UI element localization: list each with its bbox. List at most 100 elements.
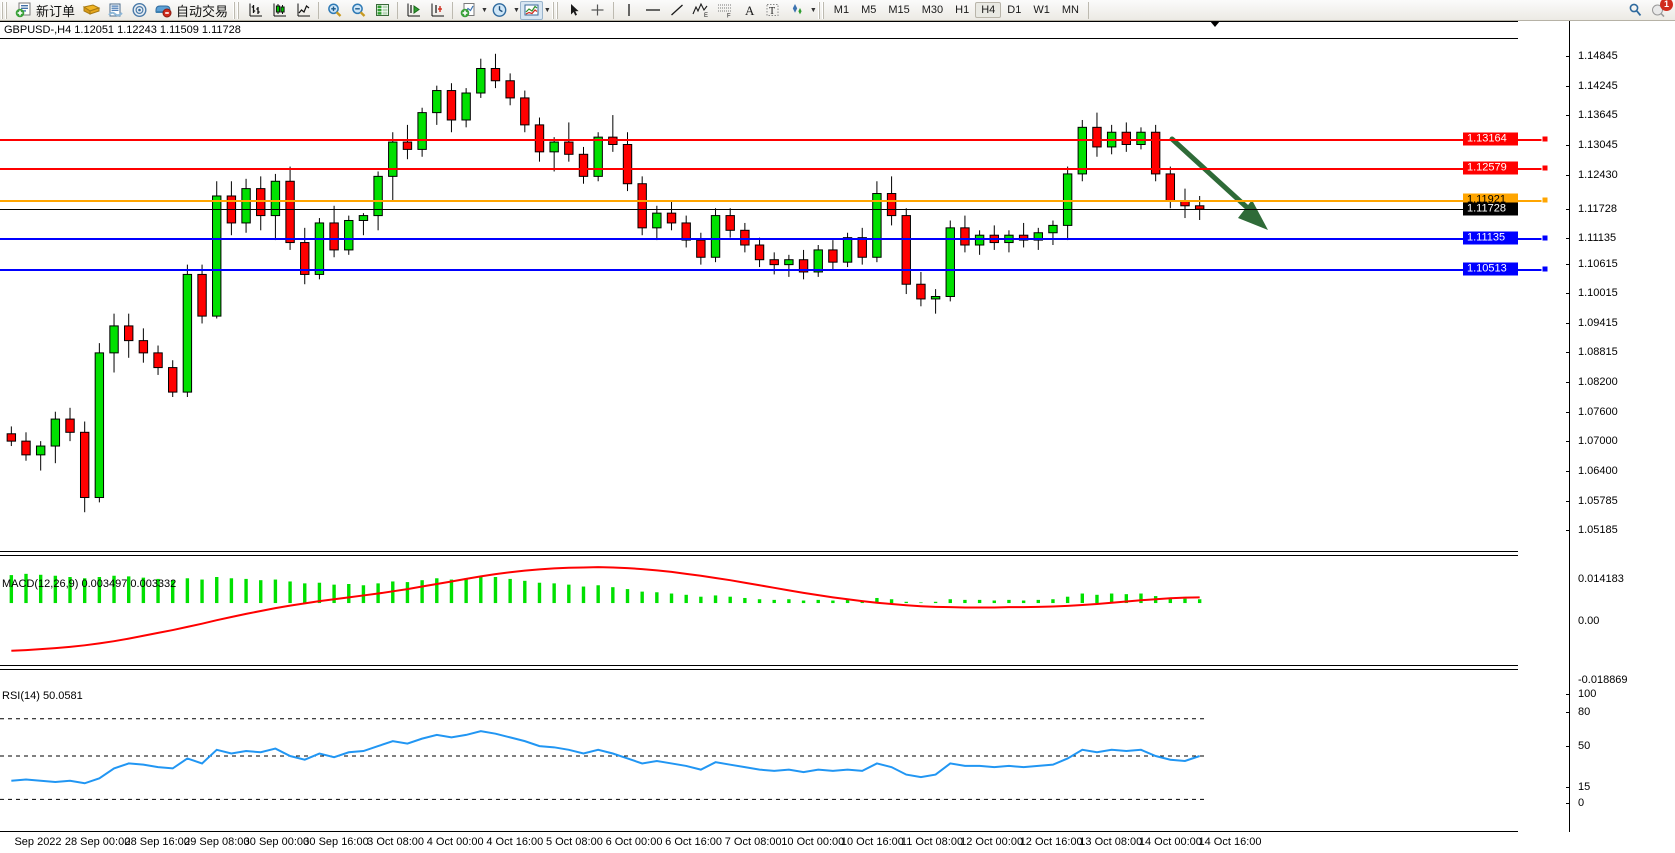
rsi-panel-title: RSI(14) 50.0581 — [2, 690, 83, 702]
data-window-icon[interactable] — [370, 1, 394, 20]
time-axis[interactable]: Sep 2022 28 Sep 00:00 28 Sep 16:00 29 Sep 0… — [0, 831, 1518, 853]
shift-icon[interactable] — [401, 1, 425, 20]
macd-panel-top-border-2 — [0, 555, 1518, 556]
shapes-dropdown-arrow[interactable]: ▼ — [809, 6, 817, 14]
level-handle-pivot[interactable] — [1541, 196, 1549, 204]
profiles-icon[interactable] — [79, 1, 103, 20]
period-icon[interactable] — [488, 1, 512, 20]
time-axis-tick-label: 28 Sep 00:00 — [64, 836, 131, 848]
time-axis-tick-label: 30 Sep 16:00 — [303, 836, 369, 848]
chart-title-separator — [0, 38, 1518, 39]
new-order-icon[interactable] — [11, 1, 35, 20]
time-axis-tick-label: 10 Oct 00:00 — [781, 836, 845, 848]
timeframe-mn[interactable]: MN — [1061, 4, 1079, 16]
cursor-icon[interactable] — [562, 1, 586, 20]
toolbar-separator-4 — [612, 1, 614, 19]
toolbar-grip[interactable] — [1, 1, 8, 19]
toolbar-grip-4[interactable] — [817, 1, 825, 19]
zoom-out-icon[interactable] — [346, 1, 370, 20]
macd-axis-tick-label: 0.00 — [1578, 615, 1600, 627]
rsi-axis-tick-label: 0 — [1578, 797, 1585, 809]
templates-dropdown-arrow[interactable]: ▼ — [543, 6, 551, 14]
rsi-axis-tick-label: 80 — [1578, 706, 1591, 718]
price-axis-tick-label: 1.07600 — [1578, 405, 1618, 418]
price-axis-tick-label: 1.14845 — [1578, 50, 1618, 63]
rsi-panel-top-border — [0, 665, 1518, 666]
new-order-label[interactable]: 新订单 — [36, 3, 76, 19]
toolbar-grip-3[interactable] — [551, 1, 559, 19]
level-handle-support-1[interactable] — [1541, 234, 1549, 242]
rsi-axis-tick-label: 50 — [1578, 740, 1591, 752]
timeframe-h4[interactable]: H4 — [975, 2, 1002, 18]
chart-title: GBPUSD-,H4 1.12051 1.12243 1.11509 1.117… — [4, 24, 241, 36]
price-candlestick-plot[interactable] — [0, 40, 1518, 550]
market-watch-icon[interactable] — [103, 1, 127, 20]
search-icon[interactable] — [1623, 1, 1647, 20]
price-axis-tick — [1566, 238, 1570, 240]
level-handle-resistance-2[interactable] — [1541, 135, 1549, 143]
svg-text:F: F — [727, 14, 731, 19]
time-axis-tick-label: 4 Oct 16:00 — [486, 836, 544, 848]
navigator-icon[interactable] — [127, 1, 151, 20]
time-axis-tick-label: 12 Oct 16:00 — [1019, 836, 1083, 848]
price-axis-tick — [1566, 322, 1570, 324]
bar-chart-icon[interactable] — [243, 1, 267, 20]
elliott-icon[interactable]: E — [689, 1, 713, 20]
timeframe-h1[interactable]: H1 — [955, 4, 970, 16]
level-handle-support-2[interactable] — [1541, 265, 1549, 273]
price-axis-tick — [1566, 500, 1570, 502]
svg-text:A: A — [745, 3, 755, 18]
timeframe-w1[interactable]: W1 — [1033, 4, 1050, 16]
alert-count-badge: 1 — [1660, 0, 1673, 11]
rsi-axis-tick — [1566, 803, 1570, 804]
timeframe-d1[interactable]: D1 — [1007, 4, 1022, 16]
price-axis-tick-label: 1.14245 — [1578, 79, 1618, 92]
rsi-axis-tick — [1566, 712, 1570, 713]
toolbar-grip-2[interactable] — [233, 1, 241, 19]
price-axis[interactable]: 1.14845 1.14245 1.13645 1.13045 1.12430 1.117… — [1566, 21, 1675, 832]
text-icon[interactable]: A — [737, 1, 761, 20]
indicators-icon[interactable] — [456, 1, 480, 20]
price-axis-tick-label: 1.06400 — [1578, 464, 1618, 477]
autotrading-icon[interactable] — [151, 1, 175, 20]
toolbar-separator-3 — [452, 1, 454, 19]
timeframe-m15[interactable]: M15 — [888, 4, 910, 16]
timeframe-m1[interactable]: M1 — [833, 4, 850, 16]
price-axis-tick-label: 1.05785 — [1578, 494, 1618, 507]
chart-window[interactable]: GBPUSD-,H4 1.12051 1.12243 1.11509 1.117… — [0, 21, 1675, 853]
vline-icon[interactable] — [617, 1, 641, 20]
macd-indicator-plot[interactable] — [0, 558, 1518, 663]
price-axis-tick — [1566, 293, 1570, 295]
fibonacci-icon[interactable]: F — [713, 1, 737, 20]
price-axis-tick-label: 1.10015 — [1578, 287, 1618, 300]
time-axis-tick-label: 12 Oct 00:00 — [960, 836, 1024, 848]
period-dropdown-arrow[interactable]: ▼ — [512, 6, 520, 14]
level-handle-resistance-1[interactable] — [1541, 164, 1549, 172]
indicators-dropdown-arrow[interactable]: ▼ — [481, 6, 488, 14]
timeframe-m5[interactable]: M5 — [861, 4, 877, 16]
main-toolbar: 新订单 自动交易 — [0, 0, 1675, 21]
alerts-icon[interactable]: 1 — [1647, 0, 1673, 20]
crosshair-icon[interactable] — [586, 1, 610, 20]
macd-panel-top-border — [0, 551, 1518, 552]
macd-axis-tick-label: -0.018869 — [1578, 674, 1628, 686]
price-axis-tick-label: 1.13645 — [1578, 109, 1618, 122]
hline-icon[interactable] — [641, 1, 665, 20]
rsi-panel-top-border-2 — [0, 669, 1518, 670]
trendline-icon[interactable] — [665, 1, 689, 20]
shapes-icon[interactable] — [785, 1, 809, 20]
candlestick-chart-icon[interactable] — [267, 1, 291, 20]
price-axis-tick — [1566, 263, 1570, 265]
timeframe-m30[interactable]: M30 — [921, 4, 944, 16]
templates-icon[interactable] — [519, 0, 543, 20]
textlabel-icon[interactable]: T — [761, 1, 785, 20]
auto-scroll-icon[interactable] — [425, 1, 449, 20]
rsi-indicator-plot[interactable] — [0, 672, 1518, 830]
price-axis-tick — [1566, 56, 1570, 58]
rsi-axis-tick — [1566, 787, 1570, 788]
line-chart-icon[interactable] — [291, 1, 315, 20]
chart-scroll-marker[interactable] — [1210, 21, 1220, 27]
price-axis-tick-label: 1.08200 — [1578, 376, 1618, 389]
zoom-in-icon[interactable] — [322, 1, 346, 20]
autotrading-label[interactable]: 自动交易 — [176, 3, 229, 19]
